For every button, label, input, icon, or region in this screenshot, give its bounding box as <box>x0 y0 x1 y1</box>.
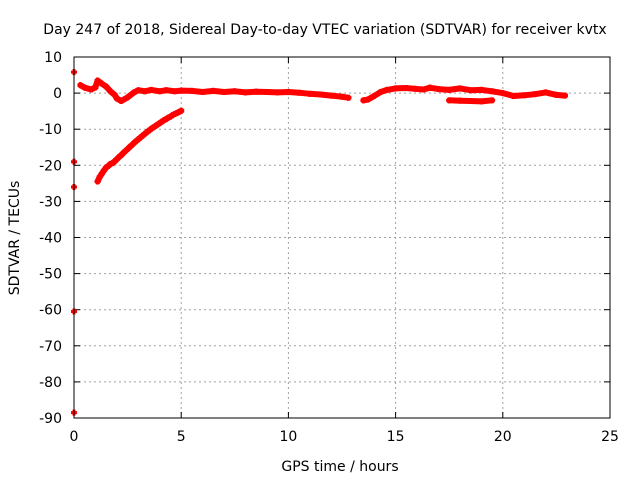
y-tick-label: -70 <box>39 339 62 355</box>
x-tick-label: 0 <box>70 429 79 445</box>
grid <box>74 57 610 418</box>
data-points <box>71 69 568 416</box>
series-sdtvar <box>71 69 568 416</box>
y-tick-label: -40 <box>39 231 62 247</box>
y-tick-label: 10 <box>44 50 62 66</box>
y-tick-label: -30 <box>39 194 62 210</box>
data-band <box>77 77 352 104</box>
data-band <box>360 84 568 104</box>
y-tick-label: -20 <box>39 158 62 174</box>
y-tick-label: -50 <box>39 267 62 283</box>
ticks: 0 5 10 15 20 25 10 0 -10 -20 -30 -40 -50 -60 -70 -80 -90 <box>39 50 619 445</box>
chart-title: Day 247 of 2018, Sidereal Day-to-day VTE… <box>43 22 606 38</box>
x-tick-label: 20 <box>494 429 512 445</box>
x-tick-label: 5 <box>177 429 186 445</box>
data-band <box>446 97 496 105</box>
x-tick-label: 25 <box>601 429 619 445</box>
x-tick-label: 10 <box>279 429 297 445</box>
y-tick-label: -60 <box>39 303 62 319</box>
x-tick-label: 15 <box>387 429 405 445</box>
y-tick-label: 0 <box>53 86 62 102</box>
y-tick-label: -90 <box>39 411 62 427</box>
y-tick-label: -10 <box>39 122 62 138</box>
y-tick-label: -80 <box>39 375 62 391</box>
x-axis-label: GPS time / hours <box>281 459 398 475</box>
plot-frame <box>73 56 611 419</box>
data-band <box>94 107 185 185</box>
y-axis-label: SDTVAR / TECUs <box>7 181 23 296</box>
